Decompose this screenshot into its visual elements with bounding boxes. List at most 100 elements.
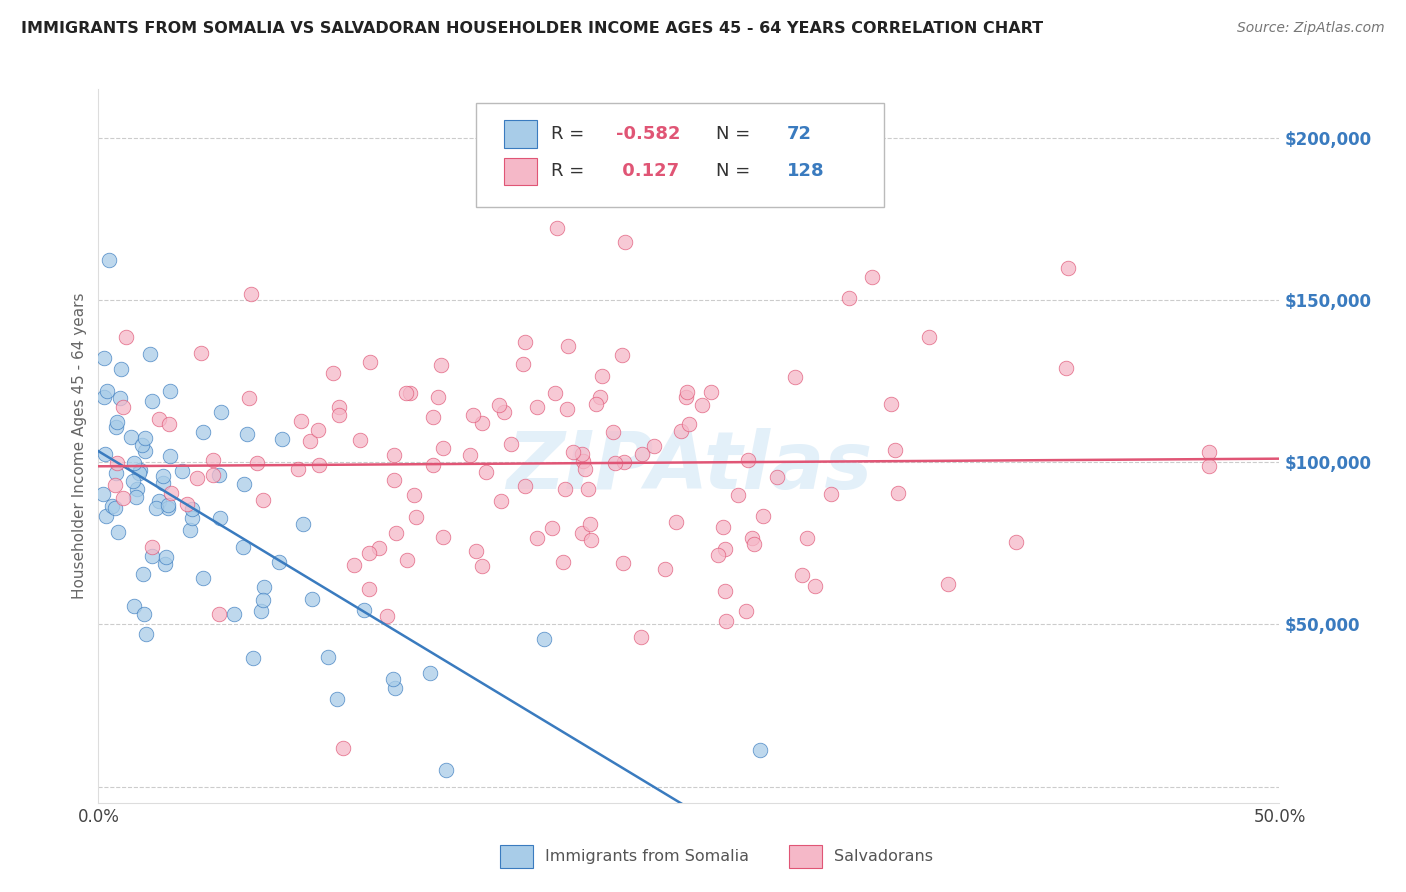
Point (541, 520, 564, 534)
Point (422, 458, 444, 472)
Point (382, 473, 405, 487)
Point (157, 498, 180, 512)
Point (492, 405, 515, 419)
Point (170, 464, 193, 478)
Point (820, 487, 842, 501)
Point (936, 577, 959, 591)
Point (665, 515, 688, 529)
Point (555, 401, 578, 416)
Point (105, 420, 128, 434)
Point (93, 351, 115, 365)
Point (233, 477, 256, 491)
Point (603, 456, 626, 470)
Point (1198, 445, 1220, 459)
Point (308, 458, 330, 472)
Point (1054, 361, 1077, 376)
Point (332, 741, 354, 756)
Point (180, 511, 202, 525)
Point (110, 391, 132, 405)
Y-axis label: Householder Income Ages 45 - 64 years: Householder Income Ages 45 - 64 years (72, 293, 87, 599)
Point (141, 394, 163, 409)
Point (796, 532, 818, 546)
Point (1005, 535, 1028, 549)
Point (714, 542, 737, 557)
Point (886, 485, 908, 500)
Point (734, 604, 756, 618)
Point (458, 448, 481, 462)
Point (675, 390, 697, 404)
Point (122, 475, 145, 489)
Point (579, 516, 602, 531)
Point (551, 555, 574, 569)
Point (711, 520, 734, 534)
Point (104, 467, 127, 481)
Point (110, 362, 132, 376)
Point (368, 541, 391, 555)
Point (395, 553, 418, 567)
Point (131, 566, 153, 581)
Point (419, 665, 441, 680)
Point (127, 483, 149, 497)
Point (489, 494, 512, 508)
Point (207, 467, 229, 482)
Bar (789, 845, 823, 868)
Point (179, 523, 201, 537)
Point (557, 338, 579, 352)
Point (512, 357, 534, 371)
Point (208, 511, 231, 525)
Point (630, 447, 652, 461)
Point (602, 425, 624, 439)
Point (93, 390, 115, 404)
Point (209, 405, 232, 419)
Point (678, 417, 700, 431)
Point (155, 549, 177, 564)
Point (107, 456, 129, 470)
Point (860, 270, 883, 285)
Point (737, 452, 759, 467)
Point (381, 672, 404, 686)
Point (654, 562, 676, 576)
Point (193, 571, 215, 585)
Point (193, 425, 215, 439)
Point (242, 651, 264, 665)
Point (471, 558, 494, 573)
Point (134, 444, 156, 458)
Point (432, 530, 454, 544)
Point (357, 582, 380, 596)
Point (690, 398, 713, 412)
Point (488, 398, 510, 412)
Point (585, 397, 607, 411)
Point (804, 579, 827, 593)
Point (153, 557, 176, 571)
Point (91, 487, 114, 501)
Point (135, 626, 157, 640)
Point (235, 426, 257, 441)
Point (591, 369, 613, 384)
Point (427, 390, 450, 404)
Point (398, 386, 420, 401)
Point (124, 599, 146, 613)
Point (544, 385, 567, 400)
Point (838, 291, 860, 305)
Point (180, 501, 202, 516)
Point (253, 581, 276, 595)
Point (384, 681, 406, 695)
Point (513, 335, 536, 350)
Point (301, 591, 323, 606)
Point (328, 408, 350, 422)
Text: Immigrants from Somalia: Immigrants from Somalia (546, 849, 749, 863)
Point (353, 603, 375, 617)
Text: R =: R = (551, 125, 589, 143)
Point (499, 436, 522, 450)
Point (404, 488, 426, 502)
Point (145, 500, 167, 515)
Point (112, 491, 135, 505)
Point (111, 400, 134, 414)
Point (125, 490, 148, 504)
Point (1057, 260, 1080, 275)
Point (224, 607, 246, 621)
Text: N =: N = (716, 125, 756, 143)
Point (328, 400, 350, 414)
Point (612, 348, 634, 362)
Point (104, 501, 127, 516)
